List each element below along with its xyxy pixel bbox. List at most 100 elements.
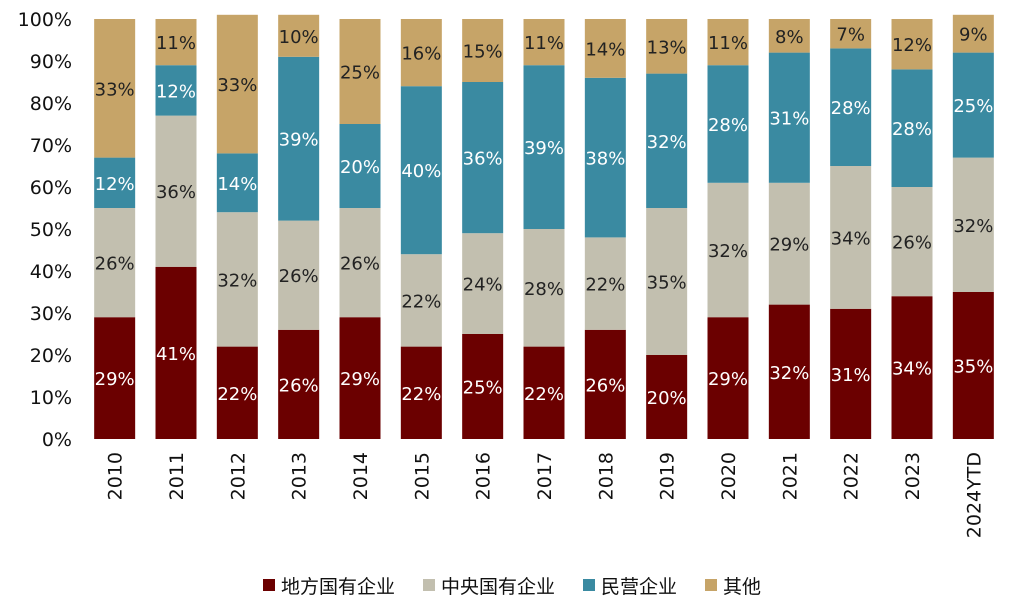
bar-segment [400,86,442,255]
data-label: 20% [647,388,687,409]
legend-swatch [705,579,718,591]
data-label: 34% [831,228,871,249]
data-label: 25% [463,378,503,399]
data-label: 36% [156,182,196,203]
data-label: 33% [95,79,135,100]
data-label: 11% [156,33,196,54]
data-label: 14% [217,174,257,195]
bar-segment [891,69,933,187]
bar-segment [339,124,381,208]
data-label: 28% [831,98,871,119]
bar-segment [707,19,749,66]
x-tick-label: 2018 [595,452,617,500]
bar-segment [400,346,442,439]
bar-segment [584,77,626,238]
bars-group: 29% 26% 12% 33% 41% 36% 12% 11% 22% 32% 14% 33% 26% 2… [94,14,994,439]
bar-segment [952,52,994,158]
bar-segment [216,14,258,154]
bar-segment [891,187,933,297]
legend-item: 中央国有企业 [422,572,555,599]
x-tick-label: 2021 [779,452,801,500]
bar-segment [830,308,872,439]
y-tick-label: 20% [30,345,72,367]
bar-segment [952,14,994,53]
data-label: 7% [836,25,865,46]
data-label: 26% [279,266,319,287]
bar-segment [830,19,872,49]
bar-segment [462,334,504,439]
data-label: 28% [524,279,564,300]
data-label: 32% [769,363,809,384]
bar-segment [768,19,810,53]
bar-segment [523,346,565,439]
bar-segment [584,329,626,439]
bar-segment [94,19,136,158]
bar-segment [523,229,565,347]
data-label: 35% [953,357,993,378]
bar-segment [94,317,136,439]
x-tick-label: 2010 [105,452,127,500]
x-tick-label: 2022 [841,452,863,500]
data-label: 25% [340,63,380,84]
data-label: 36% [463,149,503,170]
data-label: 22% [401,291,441,312]
x-tick-label: 2017 [534,452,556,500]
legend-item: 地方国有企业 [262,572,395,599]
stacked-bar-chart: 0% 10% 20% 30% 40% 50% 60% 70% 80% 90% 100% 29% 26%… [18,9,994,538]
legend-label: 地方国有企业 [280,575,395,598]
x-tick-label: 2020 [718,452,740,500]
bar-segment [830,166,872,309]
y-tick-label: 70% [30,135,72,157]
data-label: 22% [524,384,564,405]
x-tick-label: 2011 [166,452,188,500]
y-tick-label: 60% [30,177,72,199]
data-label: 24% [463,275,503,296]
data-label: 35% [647,273,687,294]
bar-segment [278,329,320,439]
data-label: 26% [340,254,380,275]
bar-segment [768,182,810,305]
bar-segment [94,157,136,208]
data-label: 40% [401,161,441,182]
data-label: 15% [463,42,503,63]
legend-swatch [583,579,595,591]
data-label: 29% [95,369,135,390]
data-label: 31% [831,365,871,386]
y-tick-label: 40% [30,261,72,283]
x-tick-label: 2024YTD [963,452,985,538]
bar-segment [891,296,933,439]
data-label: 22% [217,384,257,405]
data-label: 32% [953,216,993,237]
x-tick-label: 2019 [657,452,679,500]
data-label: 33% [217,75,257,96]
y-tick-label: 90% [30,51,72,73]
y-tick-label: 50% [30,219,72,241]
bar-segment [216,346,258,439]
data-label: 41% [156,344,196,365]
y-tick-label: 100% [18,9,72,31]
data-label: 10% [279,27,319,48]
data-label: 20% [340,157,380,178]
bar-segment [523,65,565,229]
bar-segment [584,237,626,330]
bar-segment [768,304,810,439]
data-label: 22% [585,275,625,296]
legend-label: 其他 [723,575,762,598]
data-label: 26% [95,254,135,275]
y-tick-label: 30% [30,303,72,325]
x-axis: 2010 2011 2012 2013 2014 2015 2016 2017 2018 2019… [105,452,986,538]
bar-segment [707,182,749,318]
legend-swatch [262,579,275,591]
data-label: 29% [769,235,809,256]
data-label: 32% [647,132,687,153]
y-tick-label: 10% [30,387,72,409]
data-label: 26% [279,375,319,396]
bar-segment [646,73,688,208]
bar-segment [278,220,320,330]
bar-segment [94,208,136,318]
data-label: 39% [524,138,564,159]
bar-segment [523,19,565,66]
data-label: 12% [95,174,135,195]
x-tick-label: 2014 [350,452,372,500]
